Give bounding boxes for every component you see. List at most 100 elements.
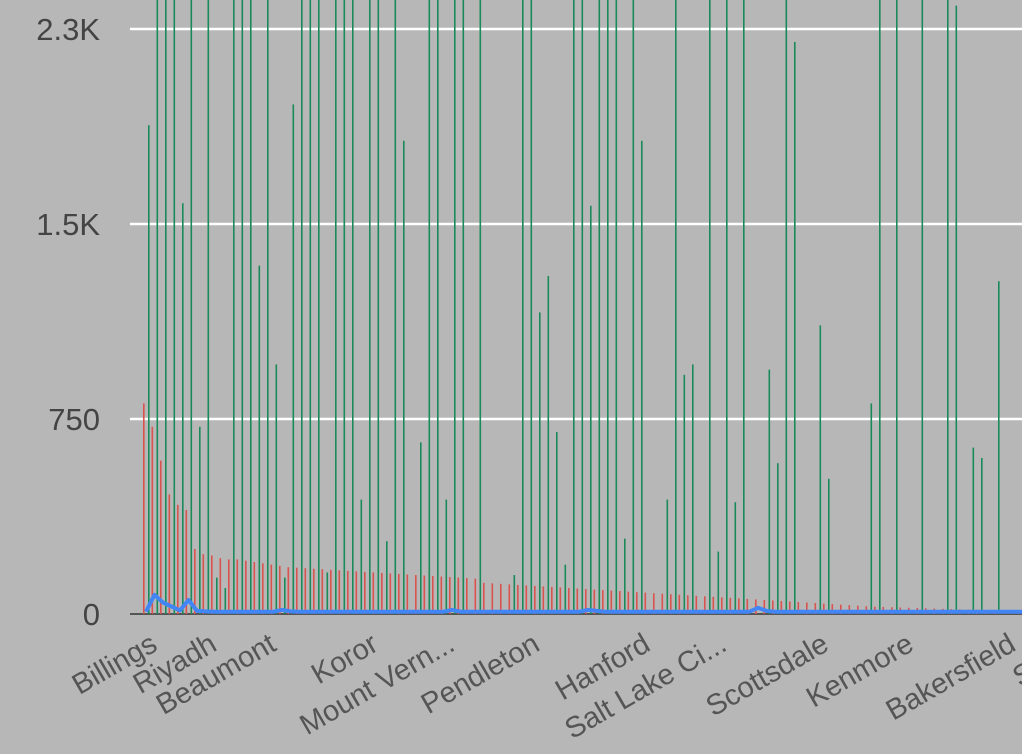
bar-green [598,0,601,614]
bar-green [301,0,303,614]
bar-red [619,591,621,614]
bar-series [143,0,1021,615]
bar-green [437,0,439,614]
bar-red [296,567,298,614]
bar-red [202,554,205,614]
bar-red [321,569,324,614]
bar-green [513,575,516,614]
bar-red [653,593,655,614]
bar-green [624,538,626,614]
bar-red [602,590,604,614]
y-tick-label: 2.3K [36,12,100,47]
bar-red [457,577,460,614]
bar-green [250,0,252,614]
bar-red [568,588,570,614]
series-line [144,592,1022,614]
bar-green [148,125,150,614]
bar-red [500,583,502,614]
bar-green [377,0,380,614]
bar-red [440,576,443,614]
bar-red [644,592,647,614]
bar-green [267,0,269,614]
bar-red [627,591,630,614]
bar-green [275,364,278,614]
bar-red [670,594,672,614]
bar-red [491,583,494,614]
bar-green [369,0,371,614]
bar-red [398,573,400,614]
bar-green [692,364,694,614]
bar-red [449,577,451,614]
bar-green [326,572,329,614]
bar-red [151,426,154,614]
bar-green [190,0,193,614]
bar-red [780,601,783,614]
bar-green [726,0,728,614]
bar-red [432,576,434,614]
bar-red [406,574,409,614]
bar-red [534,585,536,614]
bar-green [462,0,465,614]
bar-green [785,0,788,614]
bar-green [828,478,830,614]
bar-green [284,577,286,614]
bar-red [194,549,196,614]
bar-green [972,447,975,614]
bar-red [542,586,545,614]
y-tick-label: 1.5K [36,207,100,242]
bar-red [695,595,698,614]
bar-red [236,559,239,614]
bar-green [547,276,550,614]
bar-green [581,0,584,614]
bar-green [564,564,567,614]
bar-red [687,595,689,614]
bar-red [848,605,851,614]
bar-red [806,602,808,614]
bar-red [831,604,834,614]
bar-green [199,426,201,614]
bar-red [797,602,800,614]
bar-green [428,0,431,614]
bar-green [258,265,261,614]
bar-green [530,0,533,614]
bar-green [420,442,422,614]
bar-red [661,593,664,614]
bar-green [335,0,337,614]
bar-green [641,140,643,615]
bar-green [216,577,218,614]
bar-red [551,586,553,614]
bar-red [763,599,766,614]
bar-red [168,494,171,614]
bar-green [318,0,320,614]
bar-red [364,571,366,614]
bar-red [228,559,230,614]
bar-green [709,0,711,614]
y-tick-label: 750 [48,402,100,437]
bar-red [347,570,349,614]
bar-red [585,589,587,614]
bar-red [304,568,307,614]
line-series [144,592,1022,614]
bar-green [819,325,822,614]
bar-red [772,600,774,614]
bar-red [313,568,315,614]
bar-green [794,42,796,614]
bar-red [576,588,579,614]
bar-red [814,603,817,614]
bar-red [823,603,825,614]
bar-red [525,585,528,614]
bar-green [445,499,448,614]
bar-green [947,0,949,614]
bar-red [245,560,247,614]
bar-green [743,0,745,614]
bar-red [338,570,341,614]
bar-green [241,0,244,614]
bar-red [177,504,179,614]
bar-green [981,458,983,614]
bar-green [921,0,924,614]
bar-red [636,592,638,614]
bar-green [870,403,873,614]
bar-red [483,582,485,614]
